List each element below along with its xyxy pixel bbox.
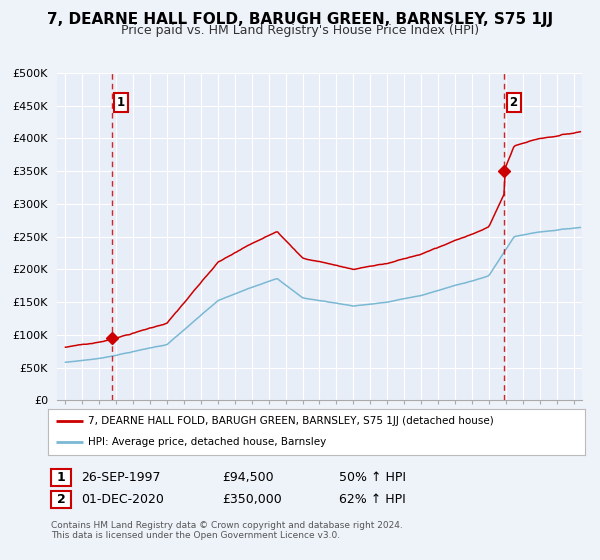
Text: 62% ↑ HPI: 62% ↑ HPI <box>339 493 406 506</box>
Text: HPI: Average price, detached house, Barnsley: HPI: Average price, detached house, Barn… <box>88 437 326 447</box>
Text: £94,500: £94,500 <box>222 470 274 484</box>
Text: This data is licensed under the Open Government Licence v3.0.: This data is licensed under the Open Gov… <box>51 531 340 540</box>
Text: 1: 1 <box>117 96 125 109</box>
Text: 01-DEC-2020: 01-DEC-2020 <box>81 493 164 506</box>
Text: 7, DEARNE HALL FOLD, BARUGH GREEN, BARNSLEY, S75 1JJ: 7, DEARNE HALL FOLD, BARUGH GREEN, BARNS… <box>47 12 553 27</box>
Text: 26-SEP-1997: 26-SEP-1997 <box>81 470 161 484</box>
Text: 2: 2 <box>509 96 518 109</box>
Text: Price paid vs. HM Land Registry's House Price Index (HPI): Price paid vs. HM Land Registry's House … <box>121 24 479 37</box>
Text: 2: 2 <box>57 493 65 506</box>
Text: 1: 1 <box>57 470 65 484</box>
Text: Contains HM Land Registry data © Crown copyright and database right 2024.: Contains HM Land Registry data © Crown c… <box>51 521 403 530</box>
Text: 50% ↑ HPI: 50% ↑ HPI <box>339 470 406 484</box>
Text: £350,000: £350,000 <box>222 493 282 506</box>
Text: 7, DEARNE HALL FOLD, BARUGH GREEN, BARNSLEY, S75 1JJ (detached house): 7, DEARNE HALL FOLD, BARUGH GREEN, BARNS… <box>88 416 494 426</box>
